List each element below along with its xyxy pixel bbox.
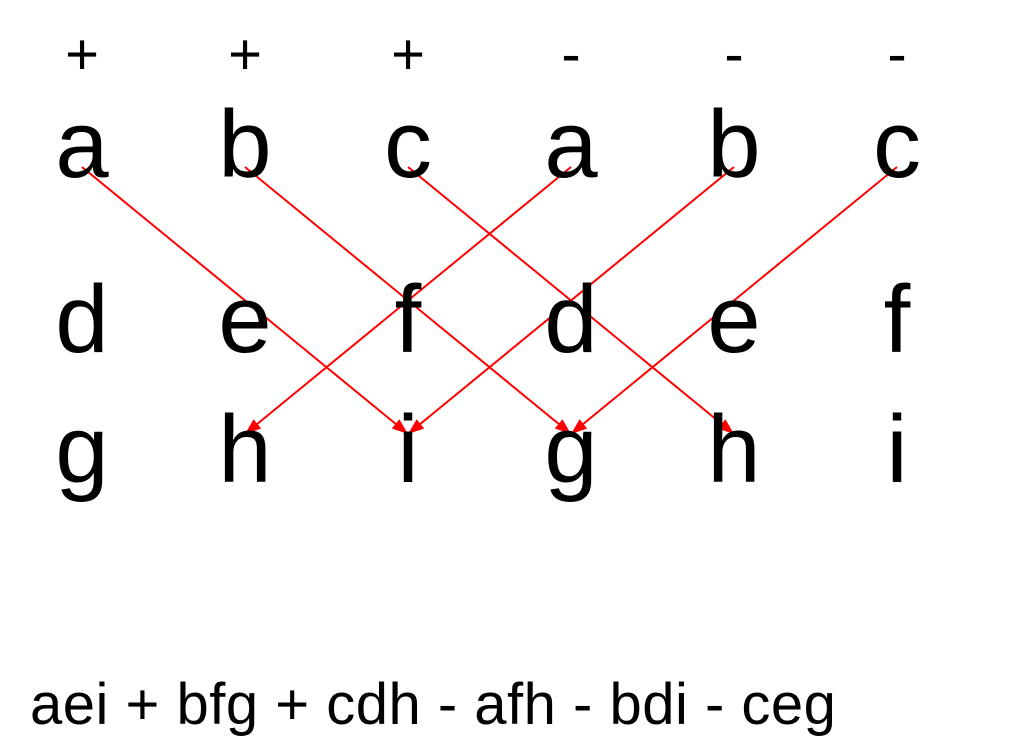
sarrus-diagram: + + + - - - a b c a b c d e f d e f g h i g h i aei + bfg + cdh … xyxy=(0,0,1024,745)
minus-sign: - xyxy=(887,26,906,84)
arrow-layer xyxy=(0,0,1024,745)
matrix-cell: g xyxy=(55,402,108,498)
plus-sign: + xyxy=(65,26,99,84)
matrix-cell: b xyxy=(218,97,271,193)
matrix-cell: i xyxy=(397,402,418,498)
minus-sign: - xyxy=(724,26,743,84)
minus-sign: - xyxy=(561,26,580,84)
matrix-cell: c xyxy=(384,97,432,193)
plus-sign: + xyxy=(228,26,262,84)
plus-sign: + xyxy=(391,26,425,84)
matrix-cell: d xyxy=(544,272,597,368)
matrix-cell: h xyxy=(218,402,271,498)
matrix-cell: e xyxy=(707,272,760,368)
matrix-cell: a xyxy=(544,97,597,193)
matrix-cell: f xyxy=(884,272,911,368)
matrix-cell: g xyxy=(544,402,597,498)
matrix-cell: d xyxy=(55,272,108,368)
matrix-cell: e xyxy=(218,272,271,368)
matrix-cell: f xyxy=(395,272,422,368)
determinant-formula: aei + bfg + cdh - afh - bdi - ceg xyxy=(30,676,836,734)
matrix-cell: c xyxy=(873,97,921,193)
matrix-cell: i xyxy=(886,402,907,498)
matrix-cell: b xyxy=(707,97,760,193)
matrix-cell: a xyxy=(55,97,108,193)
matrix-cell: h xyxy=(707,402,760,498)
